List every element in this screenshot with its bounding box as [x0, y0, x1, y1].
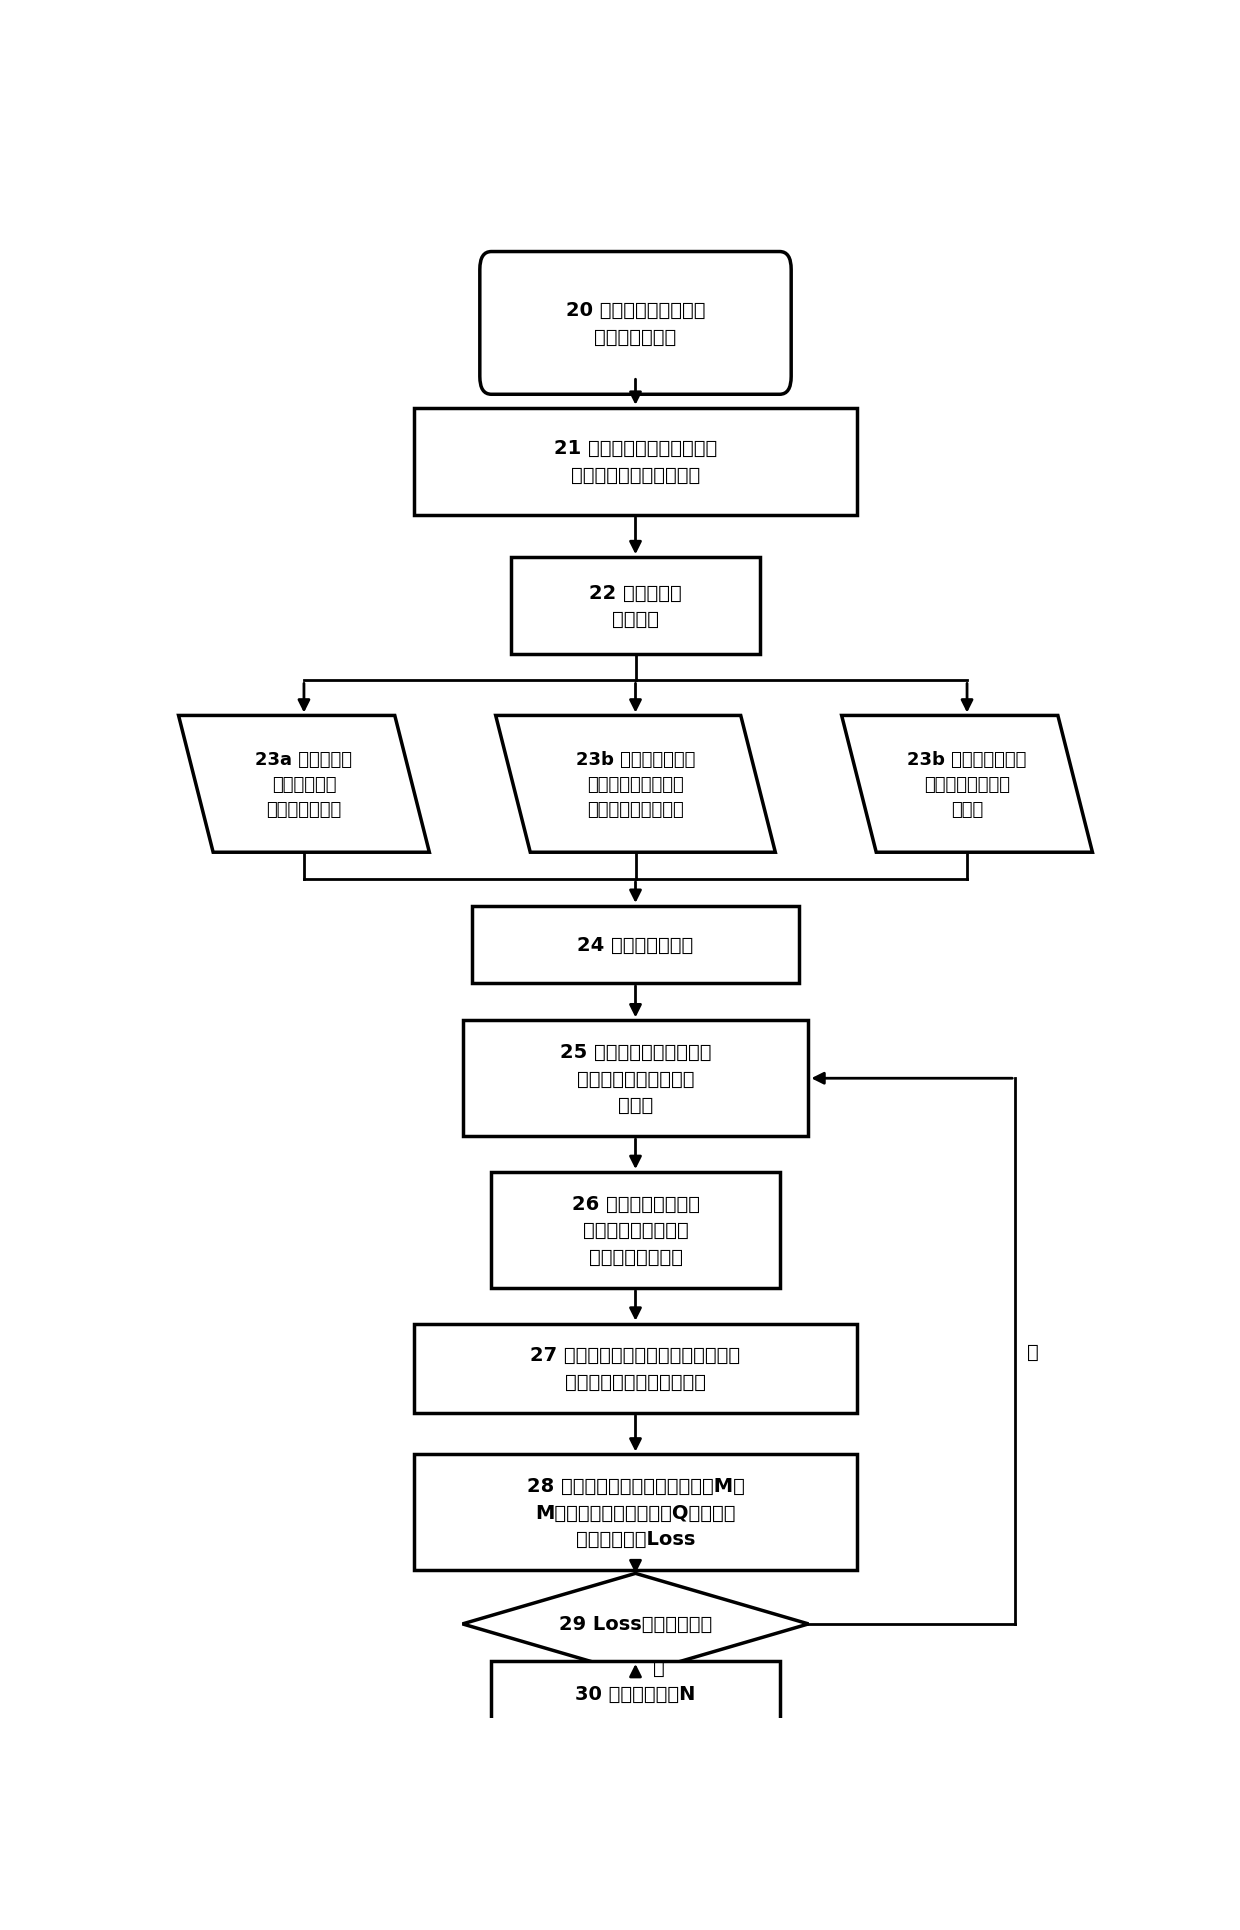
Text: 30 家具布局模型N: 30 家具布局模型N	[575, 1685, 696, 1704]
Bar	[472, 907, 799, 984]
Text: 22 选出同一类
别的家具: 22 选出同一类 别的家具	[589, 583, 682, 629]
Bar	[511, 558, 760, 654]
Polygon shape	[842, 716, 1092, 853]
Text: 20 收集大量的未经布局
的房间信息数据: 20 收集大量的未经布局 的房间信息数据	[565, 301, 706, 347]
Text: 24 合并提取的特征: 24 合并提取的特征	[578, 936, 693, 955]
Bar	[414, 1455, 857, 1571]
Text: 27 将家具布局信息与网络输入的特征
合并，得到新的布局状态。: 27 将家具布局信息与网络输入的特征 合并，得到新的布局状态。	[531, 1345, 740, 1392]
Text: 23a 提取房间特
征（用途、轮
廓、门窗坐标）: 23a 提取房间特 征（用途、轮 廓、门窗坐标）	[255, 751, 352, 818]
Text: 29 Loss变化是否很大: 29 Loss变化是否很大	[559, 1615, 712, 1633]
Polygon shape	[463, 1573, 808, 1675]
FancyBboxPatch shape	[480, 253, 791, 396]
Text: 23b 提取家具二阶特
征（碰撞、出界、
吸附）: 23b 提取家具二阶特 征（碰撞、出界、 吸附）	[908, 751, 1027, 818]
Bar	[491, 1172, 780, 1287]
Text: 21 统计不同类型房间内需要
布局的家具信息，并分类: 21 统计不同类型房间内需要 布局的家具信息，并分类	[554, 440, 717, 484]
Text: 26 网络输出家具的布
局信息（坐标、旋转
角度、缩放比例）: 26 网络输出家具的布 局信息（坐标、旋转 角度、缩放比例）	[572, 1195, 699, 1266]
Text: 28 将新的布局输入环境反馈模型M，
M的输出即为环境反馈值Q，以此更
新网络并计算Loss: 28 将新的布局输入环境反馈模型M， M的输出即为环境反馈值Q，以此更 新网络并…	[527, 1476, 744, 1548]
Polygon shape	[496, 716, 775, 853]
Bar	[414, 409, 857, 515]
Bar	[414, 1324, 857, 1413]
Text: 否: 否	[652, 1658, 665, 1677]
Bar	[491, 1662, 780, 1727]
Bar	[463, 1021, 808, 1137]
Text: 25 每一类家具分别建立神
经网络，输入合并提取
的特征: 25 每一类家具分别建立神 经网络，输入合并提取 的特征	[559, 1042, 712, 1116]
Text: 23b 提取家具一阶特
征（尺寸、坐标、旋
转角度、缩放比例）: 23b 提取家具一阶特 征（尺寸、坐标、旋 转角度、缩放比例）	[575, 751, 696, 818]
Polygon shape	[179, 716, 429, 853]
Text: 是: 是	[1027, 1341, 1038, 1361]
